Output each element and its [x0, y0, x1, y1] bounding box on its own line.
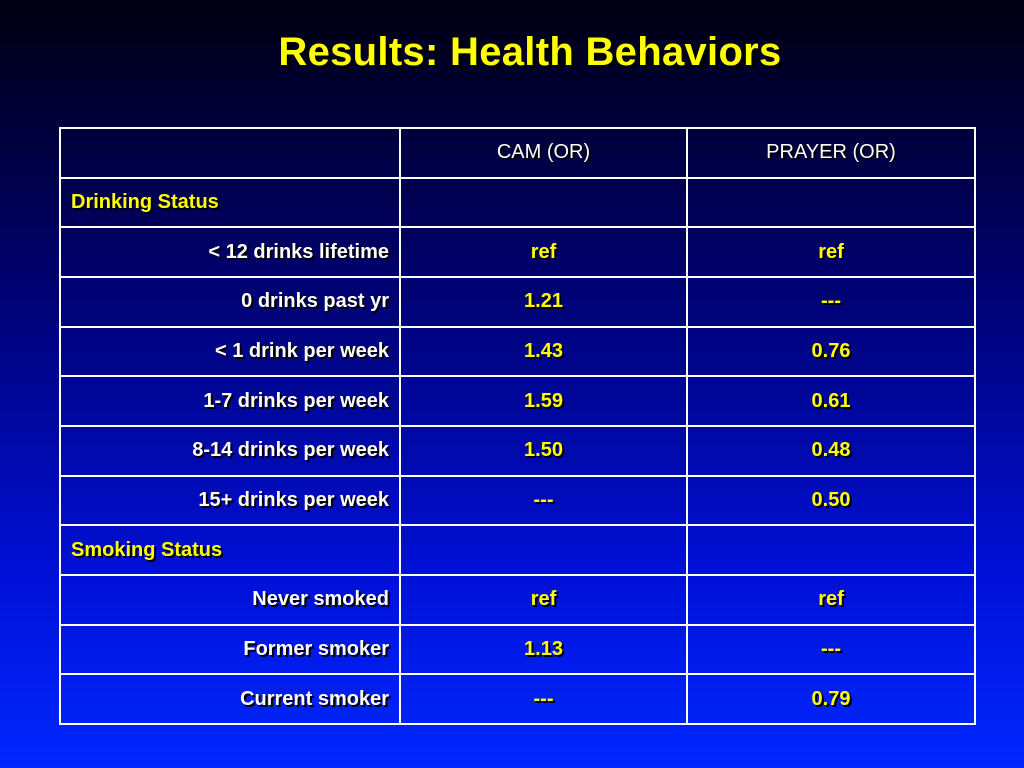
- prayer-value: [686, 176, 976, 229]
- cam-value: 1.43: [399, 325, 688, 378]
- prayer-value: 0.50: [686, 474, 976, 527]
- results-table: CAM (OR) PRAYER (OR) Drinking Status < 1…: [59, 127, 976, 725]
- row-label: 8-14 drinks per week: [59, 424, 401, 477]
- table-row: < 12 drinks lifetime ref ref: [59, 226, 976, 278]
- row-label: < 1 drink per week: [59, 325, 401, 378]
- row-label: Never smoked: [59, 573, 401, 626]
- cam-value: ref: [399, 573, 688, 626]
- prayer-value: ---: [686, 275, 976, 328]
- table-row: Former smoker 1.13 ---: [59, 623, 976, 676]
- section-label: Drinking Status: [59, 176, 401, 229]
- table-row-section-drinking: Drinking Status: [59, 176, 976, 229]
- row-label: 1-7 drinks per week: [59, 375, 401, 427]
- header-prayer: PRAYER (OR): [686, 127, 976, 179]
- cam-value: 1.59: [399, 375, 688, 427]
- row-label: 0 drinks past yr: [59, 275, 401, 328]
- cam-value: ---: [399, 673, 688, 725]
- table-row: 1-7 drinks per week 1.59 0.61: [59, 375, 976, 427]
- prayer-value: 0.79: [686, 673, 976, 725]
- table-row: 15+ drinks per week --- 0.50: [59, 474, 976, 527]
- slide-title: Results: Health Behaviors: [278, 30, 782, 74]
- header-corner-cell: [59, 127, 401, 179]
- row-label: Former smoker: [59, 623, 401, 676]
- cam-value: ref: [399, 226, 688, 278]
- cam-value: ---: [399, 474, 688, 527]
- prayer-value: 0.61: [686, 375, 976, 427]
- prayer-value: ---: [686, 623, 976, 676]
- table-row: < 1 drink per week 1.43 0.76: [59, 325, 976, 378]
- row-label: Current smoker: [59, 673, 401, 725]
- cam-value: [399, 524, 688, 576]
- cam-value: [399, 176, 688, 229]
- header-cam: CAM (OR): [399, 127, 688, 179]
- prayer-value: ref: [686, 226, 976, 278]
- row-label: < 12 drinks lifetime: [59, 226, 401, 278]
- prayer-value: [686, 524, 976, 576]
- cam-value: 1.50: [399, 424, 688, 477]
- table-row: Never smoked ref ref: [59, 573, 976, 626]
- prayer-value: 0.76: [686, 325, 976, 378]
- prayer-value: ref: [686, 573, 976, 626]
- table-row: 8-14 drinks per week 1.50 0.48: [59, 424, 976, 477]
- header-row: CAM (OR) PRAYER (OR): [59, 127, 976, 179]
- section-label: Smoking Status: [59, 524, 401, 576]
- table-row: 0 drinks past yr 1.21 ---: [59, 275, 976, 328]
- prayer-value: 0.48: [686, 424, 976, 477]
- cam-value: 1.21: [399, 275, 688, 328]
- table-row-section-smoking: Smoking Status: [59, 524, 976, 576]
- row-label: 15+ drinks per week: [59, 474, 401, 527]
- cam-value: 1.13: [399, 623, 688, 676]
- table-row: Current smoker --- 0.79: [59, 673, 976, 725]
